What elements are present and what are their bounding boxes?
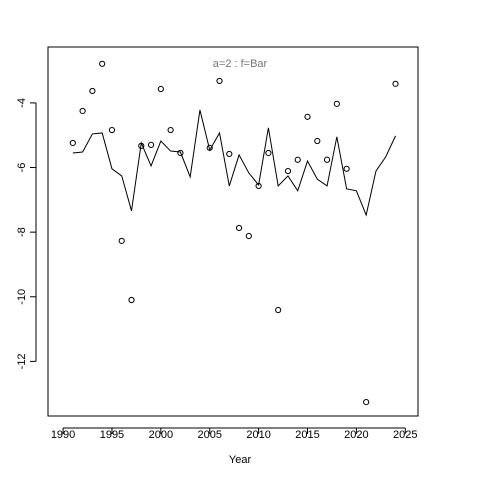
data-point (206, 144, 213, 151)
data-point (294, 156, 301, 163)
data-point (255, 182, 262, 190)
data-point (226, 150, 233, 158)
data-point (167, 126, 174, 134)
data-point (177, 149, 184, 157)
data-point (333, 100, 340, 107)
data-point (235, 224, 243, 232)
x-tick-label: 1990 (51, 429, 75, 441)
y-tick-label: -6 (16, 163, 28, 173)
data-point (304, 113, 311, 120)
data-point (128, 296, 135, 304)
data-point (138, 142, 145, 149)
y-tick-label: -4 (16, 98, 28, 108)
y-tick-label: -12 (16, 353, 28, 369)
chart-title: a=2 : f=Bar (213, 58, 268, 70)
data-point (69, 139, 76, 147)
data-point (363, 399, 370, 406)
data-point (284, 167, 292, 175)
x-tick-label: 2020 (344, 429, 368, 441)
data-point (118, 237, 125, 244)
data-point (343, 165, 350, 172)
data-point (275, 306, 282, 314)
x-tick-label: 2010 (246, 429, 270, 441)
plot-frame (47, 46, 419, 417)
data-point (265, 149, 272, 157)
x-tick-label: 2025 (393, 429, 417, 441)
data-point (157, 85, 164, 93)
data-point (323, 156, 331, 163)
x-axis-label: Year (229, 454, 252, 466)
x-tick-label: 1995 (100, 429, 124, 441)
y-tick-label: -10 (16, 289, 28, 305)
x-tick-label: 2005 (197, 429, 221, 441)
data-point (147, 141, 155, 149)
x-tick-label: 2000 (149, 429, 173, 441)
data-point (392, 80, 399, 87)
data-point (89, 87, 96, 95)
y-tick-label: -8 (16, 227, 28, 237)
data-point (108, 126, 116, 134)
x-tick-label: 2015 (295, 429, 319, 441)
data-line (72, 109, 396, 217)
data-point (99, 60, 106, 67)
data-point (314, 137, 321, 145)
data-point (79, 107, 86, 115)
data-point (216, 77, 223, 85)
data-point (245, 232, 252, 240)
